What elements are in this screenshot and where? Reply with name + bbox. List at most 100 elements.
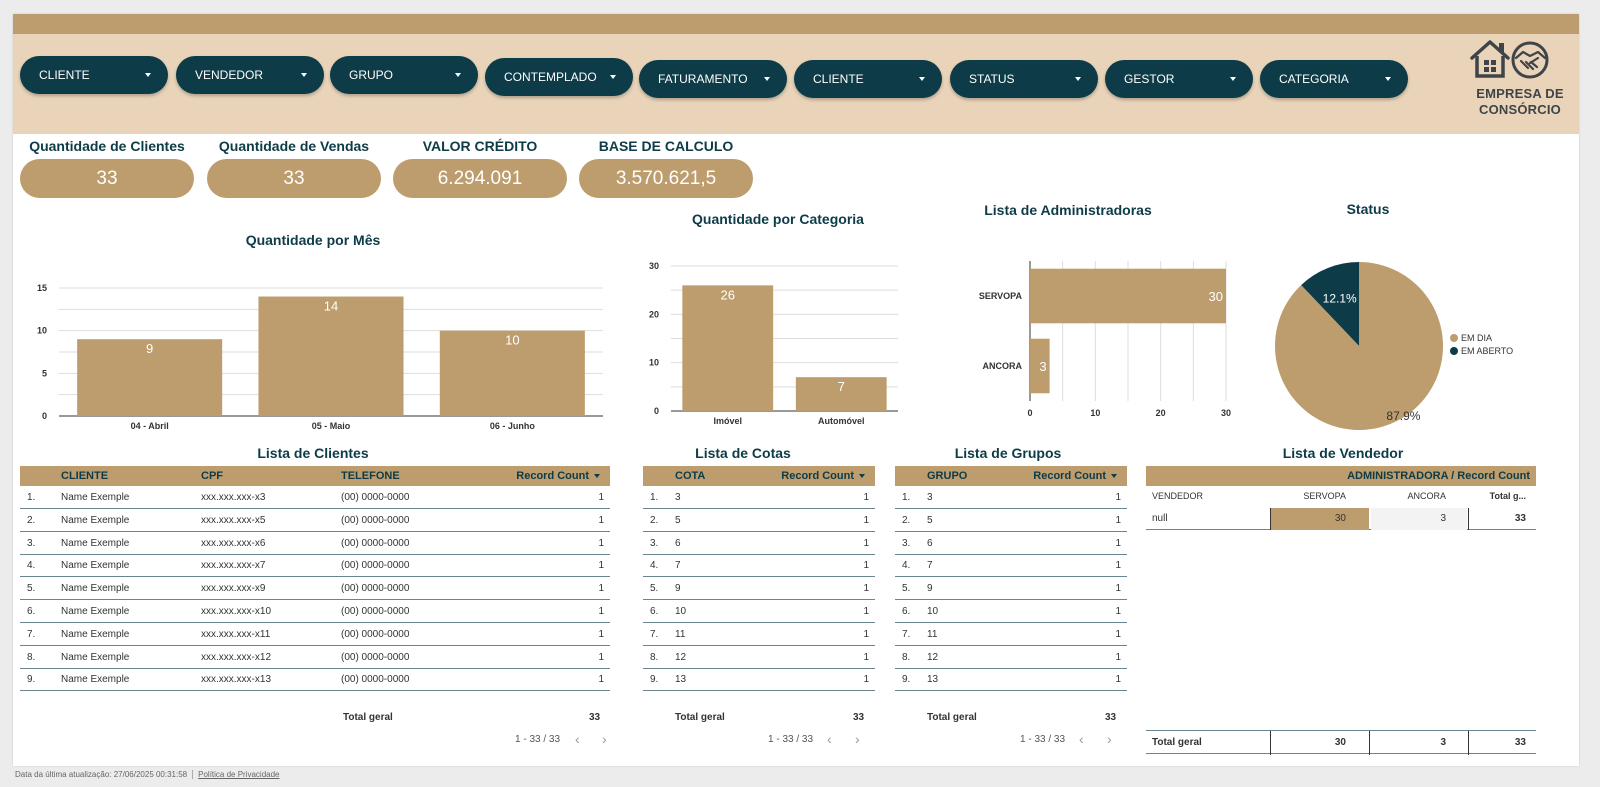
table-row[interactable]: 9. 13 1 [643,669,875,692]
kpi-value-base-calculo: 3.570.621,5 [579,159,753,198]
next-page-icon[interactable]: › [1107,731,1112,747]
filter-cliente-2[interactable]: CLIENTE [794,60,942,98]
filter-status[interactable]: STATUS [950,60,1098,98]
table-row[interactable]: 6. Name Exemple xxx.xxx.xxx-x10 (00) 0000-0… [20,601,610,623]
y-tick-label: 5 [42,368,47,378]
col-header-grupo[interactable]: GRUPO [927,470,968,482]
pagination-info: 1 - 33 / 33 [1020,734,1066,745]
table-cell: xxx.xxx.xxx-x10 [201,606,272,617]
table-row[interactable]: 7. 11 1 [643,624,875,646]
table-row[interactable]: 7. Name Exemple xxx.xxx.xxx-x11 (00) 0000-0… [20,624,610,646]
prev-page-icon[interactable]: ‹ [827,731,832,747]
pie-slice [1275,262,1443,430]
table-row[interactable]: 9. 13 1 [895,669,1127,692]
table-row[interactable]: 4. 7 1 [895,555,1127,578]
data-label: 30 [1209,289,1223,304]
chart-title-mes: Quantidade por Mês [245,232,381,248]
table-row[interactable]: 7. 11 1 [895,624,1127,646]
row-index: 3. [650,537,659,549]
table-row[interactable]: 6. 10 1 [895,601,1127,623]
privacy-link[interactable]: Política de Privacidade [198,770,280,779]
pivot-vendedor: ADMINISTRADORA / Record Count VENDEDOR S… [1146,466,1536,756]
table-row[interactable]: 3. 6 1 [643,533,875,555]
chevron-down-icon [919,77,925,81]
filter-contemplado[interactable]: CONTEMPLADO [485,58,633,96]
table-row[interactable]: 5. 9 1 [643,578,875,601]
table-row[interactable]: 3. Name Exemple xxx.xxx.xxx-x6 (00) 0000-00… [20,533,610,555]
table-cell: xxx.xxx.xxx-x9 [201,583,266,595]
bar [795,377,887,411]
row-index: 8. [650,651,659,663]
table-cell: (00) 0000-0000 [341,651,410,663]
cell-record-count: 1 [1115,583,1121,595]
table-row[interactable]: 6. 10 1 [643,601,875,623]
next-page-icon[interactable]: › [602,731,607,747]
bar [682,285,774,411]
filter-faturamento[interactable]: FATURAMENTO [639,60,787,98]
table-row[interactable]: 8. 12 1 [895,647,1127,669]
y-tick-label: 30 [649,261,659,271]
table-row[interactable]: 4. Name Exemple xxx.xxx.xxx-x7 (00) 0000-00… [20,555,610,578]
col-header-record-count[interactable]: Record Count [1033,466,1117,486]
total-label: Total geral [1152,737,1202,748]
col-header-total[interactable]: Total g... [1489,491,1526,501]
table-cell: Name Exemple [61,537,130,549]
col-header-cliente[interactable]: CLIENTE [61,470,109,482]
table-row[interactable]: 2. 5 1 [643,510,875,532]
filter-gestor[interactable]: GESTOR [1105,60,1253,98]
filter-cliente[interactable]: CLIENTE [20,56,168,94]
total-servopa: 30 [1334,737,1346,748]
table-cell: Name Exemple [61,628,130,640]
cell-record-count: 1 [1115,674,1121,686]
sort-desc-icon [859,474,865,479]
table-cell: 11 [675,628,686,640]
table-row[interactable]: 1. 3 1 [643,487,875,509]
col-header-record-count[interactable]: Record Count [516,466,600,486]
row-index: 1. [902,492,911,503]
legend-label: EM DIA [1461,333,1492,343]
filter-grupo[interactable]: GRUPO [330,56,478,94]
col-header-telefone[interactable]: TELEFONE [341,470,400,482]
cell-record-count: 1 [863,492,869,503]
table-cell: Name Exemple [61,514,130,526]
kpi-value-clientes: 33 [20,159,194,198]
x-tick-label: Automóvel [818,416,865,426]
table-cell: 13 [675,674,687,686]
x-tick-label: 06 - Junho [490,421,536,431]
table-row[interactable]: 2. 5 1 [895,510,1127,532]
cell-record-count: 1 [1115,537,1121,549]
table-row[interactable]: 8. 12 1 [643,647,875,669]
legend-swatch [1450,347,1458,355]
table-row[interactable]: 1. 3 1 [895,487,1127,509]
prev-page-icon[interactable]: ‹ [1079,731,1084,747]
pagination-info: 1 - 33 / 33 [768,734,814,745]
total-label: Total geral [343,712,393,723]
divider [1270,731,1271,755]
table-row[interactable]: 5. 9 1 [895,578,1127,601]
table-row[interactable]: 9. Name Exemple xxx.xxx.xxx-x13 (00) 0000-0… [20,669,610,692]
filter-categoria[interactable]: CATEGORIA [1260,60,1408,98]
total-value: 33 [853,712,865,723]
col-header-cota[interactable]: COTA [675,470,706,482]
y-tick-label: ANCORA [983,361,1023,371]
table-cell: (00) 0000-0000 [341,537,410,549]
table-row[interactable]: 3. 6 1 [895,533,1127,555]
chevron-down-icon [145,73,151,77]
table-row[interactable]: 1. Name Exemple xxx.xxx.xxx-x3 (00) 0000-00… [20,487,610,509]
table-title-clientes: Lista de Clientes [257,445,369,461]
prev-page-icon[interactable]: ‹ [575,731,580,747]
table-row[interactable]: 5. Name Exemple xxx.xxx.xxx-x9 (00) 0000-00… [20,578,610,601]
x-tick-label: 04 - Abril [131,421,169,431]
col-header-cpf[interactable]: CPF [201,470,223,482]
table-cell: 7 [675,560,681,572]
col-header-ancora[interactable]: ANCORA [1407,491,1446,501]
next-page-icon[interactable]: › [855,731,860,747]
col-header-record-count[interactable]: Record Count [781,466,865,486]
table-row[interactable]: 4. 7 1 [643,555,875,578]
col-header-vendedor[interactable]: VENDEDOR [1152,491,1204,501]
col-header-servopa[interactable]: SERVOPA [1303,491,1346,501]
filter-vendedor[interactable]: VENDEDOR [176,56,324,94]
pivot-subheader: VENDEDOR SERVOPA ANCORA Total g... [1146,486,1536,506]
table-row[interactable]: 8. Name Exemple xxx.xxx.xxx-x12 (00) 0000-0… [20,647,610,669]
table-row[interactable]: 2. Name Exemple xxx.xxx.xxx-x5 (00) 0000-00… [20,510,610,532]
